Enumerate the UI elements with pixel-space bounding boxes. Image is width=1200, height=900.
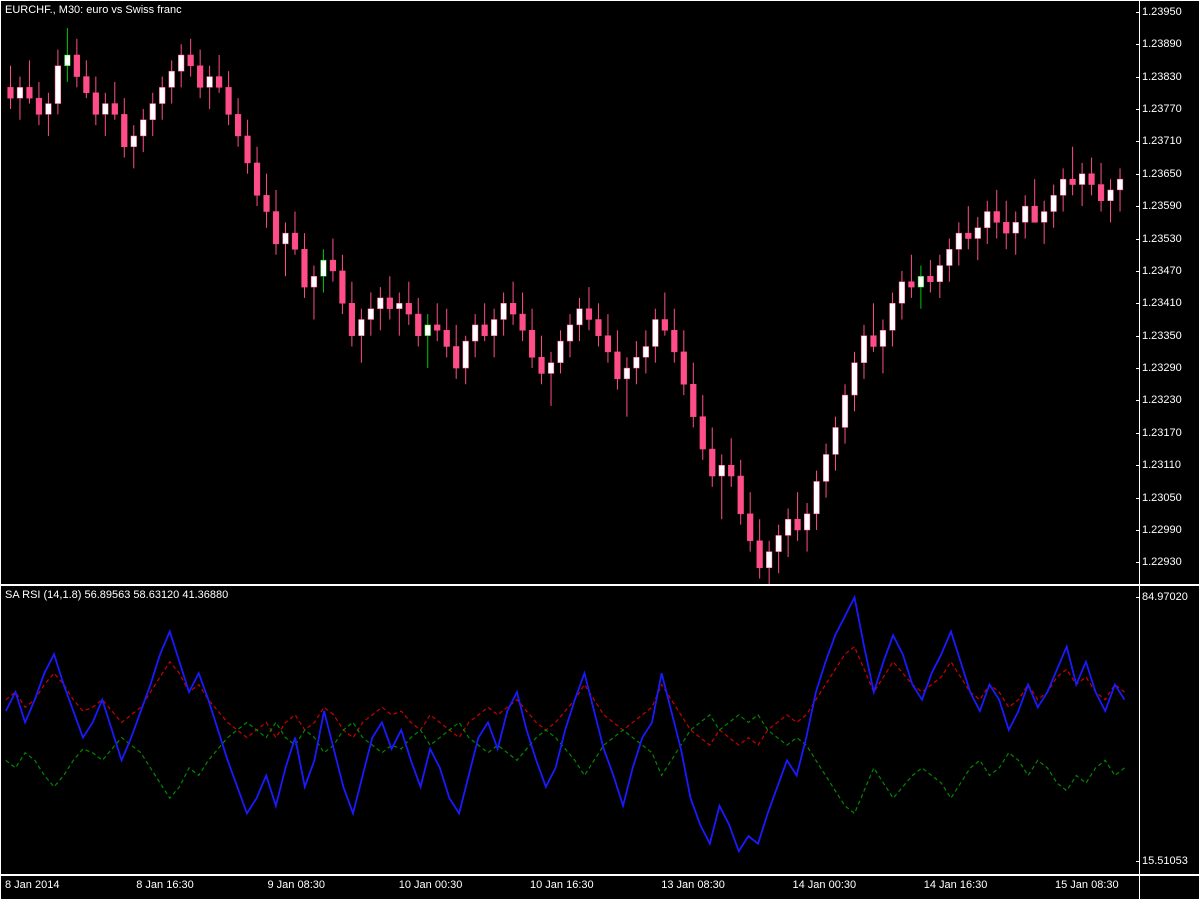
- candlestick-chart: [1, 1, 1139, 584]
- time-axis: 8 Jan 2014 8 Jan 16:30 9 Jan 08:30 10 Jan 0…: [0, 875, 1140, 900]
- y-tick-label: 1.23830: [1142, 71, 1182, 83]
- y-tick-label: 15.51053: [1142, 855, 1188, 867]
- price-y-axis: 1.23950 1.23890 1.23830 1.23770 1.23710 1.236…: [1140, 0, 1200, 585]
- y-tick-label: 1.23410: [1142, 297, 1182, 309]
- x-tick-label: 13 Jan 08:30: [661, 879, 725, 891]
- y-tick-label: 1.23050: [1142, 492, 1182, 504]
- y-tick-label: 1.23470: [1142, 265, 1182, 277]
- x-tick-label: 9 Jan 08:30: [268, 879, 326, 891]
- x-tick-label: 8 Jan 16:30: [136, 879, 194, 891]
- time-axis-corner: [1140, 875, 1200, 900]
- x-tick-label: 15 Jan 08:30: [1055, 879, 1119, 891]
- x-tick-label: 10 Jan 16:30: [530, 879, 594, 891]
- y-tick-label: 84.97020: [1142, 591, 1188, 603]
- y-tick-label: 1.23350: [1142, 330, 1182, 342]
- price-chart-panel[interactable]: EURCHF., M30: euro vs Swiss franc: [0, 0, 1140, 585]
- indicator-title: SA RSI (14,1.8) 56.89563 58.63120 41.368…: [5, 589, 228, 601]
- y-tick-label: 1.23290: [1142, 362, 1182, 374]
- x-tick-label: 14 Jan 00:30: [793, 879, 857, 891]
- y-tick-label: 1.23650: [1142, 168, 1182, 180]
- y-tick-label: 1.23710: [1142, 135, 1182, 147]
- y-tick-label: 1.23770: [1142, 103, 1182, 115]
- rsi-chart: [1, 586, 1139, 874]
- y-tick-label: 1.23890: [1142, 38, 1182, 50]
- y-tick-label: 1.22990: [1142, 524, 1182, 536]
- chart-title: EURCHF., M30: euro vs Swiss franc: [5, 4, 182, 16]
- y-tick-label: 1.22930: [1142, 556, 1182, 568]
- y-tick-label: 1.23950: [1142, 6, 1182, 18]
- x-tick-label: 14 Jan 16:30: [924, 879, 988, 891]
- y-tick-label: 1.23590: [1142, 200, 1182, 212]
- x-tick-label: 8 Jan 2014: [5, 879, 59, 891]
- y-tick-label: 1.23530: [1142, 233, 1182, 245]
- y-tick-label: 1.23110: [1142, 459, 1181, 471]
- indicator-y-axis: 84.97020 15.51053: [1140, 585, 1200, 875]
- x-tick-label: 10 Jan 00:30: [399, 879, 463, 891]
- y-tick-label: 1.23230: [1142, 394, 1182, 406]
- indicator-panel[interactable]: SA RSI (14,1.8) 56.89563 58.63120 41.368…: [0, 585, 1140, 875]
- y-tick-label: 1.23170: [1142, 427, 1182, 439]
